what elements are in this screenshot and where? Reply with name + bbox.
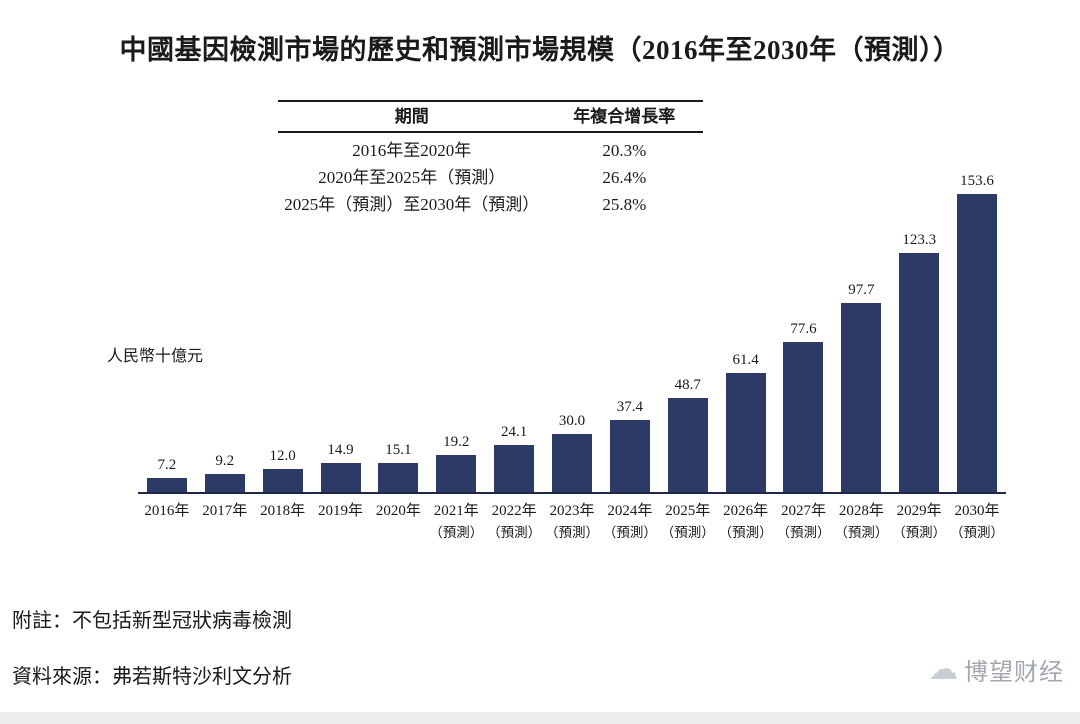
cagr-table-header-row: 期間 年複合增長率 <box>278 100 703 133</box>
x-axis-label: 2028年 （預測） <box>834 503 889 541</box>
x-axis-label: 2018年 <box>260 503 306 519</box>
bar <box>725 373 766 492</box>
bar-group: 7.2 <box>146 457 187 492</box>
bar-group: 12.0 <box>262 447 303 492</box>
source-attribution: 資料來源：弗若斯特沙利文分析 <box>12 666 292 688</box>
bar-group: 19.2 <box>436 433 477 492</box>
bar-group: 14.9 <box>320 442 361 492</box>
bar-group: 153.6 <box>957 173 998 492</box>
bar-value-label: 15.1 <box>385 441 412 458</box>
bar-value-label: 97.7 <box>848 281 875 298</box>
footnote: 附註：不包括新型冠狀病毒檢測 <box>12 610 292 632</box>
bar <box>494 445 535 492</box>
bar-value-label: 14.9 <box>327 442 354 459</box>
bar-group: 123.3 <box>899 232 940 492</box>
x-axis-labels-row: 2016年 2017年 2018年 2019年 2020年 2021年 （預測） 2022年（… <box>138 500 1006 544</box>
y-axis-label: 人民幣十億元 <box>107 348 204 365</box>
bar-group: 37.4 <box>609 398 650 492</box>
cagr-table: 期間 年複合增長率 2016年至2020年 20.3% 2020年至2025年（… <box>278 100 703 218</box>
period-cell: 2016年至2020年 <box>352 141 472 160</box>
footer-strip <box>0 712 1080 724</box>
cagr-table-body: 2016年至2020年 20.3% 2020年至2025年（預測） 26.4% … <box>278 133 703 218</box>
x-axis-label: 2021年 （預測） <box>429 503 484 541</box>
watermark-text: 博望财经 <box>964 659 1064 686</box>
bar-value-label: 7.2 <box>157 457 177 474</box>
bar-value-label: 30.0 <box>558 412 586 429</box>
bar <box>204 474 245 492</box>
bar-value-label: 153.6 <box>960 173 994 190</box>
bar <box>783 341 824 492</box>
bar-value-label: 19.2 <box>443 433 470 450</box>
x-axis-label: 2026年 （預測） <box>718 503 773 541</box>
bar <box>320 463 361 492</box>
x-axis-label: 2030年 （預測） <box>950 503 1005 541</box>
period-cell: 2025年（預測）至2030年（預測） <box>284 195 540 214</box>
bar-value-label: 37.4 <box>616 398 643 415</box>
period-column-header: 期間 <box>394 107 429 126</box>
bar <box>841 302 882 492</box>
bar-value-label: 77.6 <box>790 320 817 337</box>
x-axis-label: 2023年 （預測） <box>544 503 599 541</box>
bar <box>146 478 187 492</box>
bar <box>436 454 477 492</box>
bar <box>957 194 998 492</box>
x-axis-label: 2017年 <box>202 503 248 519</box>
cagr-cell: 20.3% <box>602 141 647 160</box>
bar-value-label: 48.7 <box>674 376 701 393</box>
bar <box>378 462 419 492</box>
bar <box>667 397 708 492</box>
cagr-table-row: 2016年至2020年 20.3% <box>278 137 703 164</box>
bar-group: 97.7 <box>841 281 882 492</box>
x-axis-label: 2029年 （預測） <box>892 503 947 541</box>
cagr-table-row: 2025年（預測）至2030年（預測） 25.8% <box>278 191 703 218</box>
bowang-logo-icon: ☁ <box>928 652 958 686</box>
x-axis-label: 2016年 <box>144 503 190 519</box>
bar-value-label: 9.2 <box>215 453 235 470</box>
cagr-table-row: 2020年至2025年（預測） 26.4% <box>278 164 703 191</box>
bar-group: 30.0 <box>551 412 592 492</box>
bar-group: 61.4 <box>725 352 766 492</box>
bar-chart-plot-area: 7.2 9.2 12.0 14.9 15.1 19.2 24.1 30.0 37.4 48.7 61… <box>138 152 1006 494</box>
cagr-column-header: 年複合增長率 <box>573 107 676 126</box>
bar <box>262 468 303 492</box>
bar-value-label: 61.4 <box>732 352 759 368</box>
bar <box>609 419 650 492</box>
bar-group: 48.7 <box>667 376 708 492</box>
x-axis-label: 2024年 （預測） <box>602 503 657 541</box>
bar-value-label: 24.1 <box>501 424 528 441</box>
cagr-cell: 25.8% <box>602 195 647 214</box>
chart-title: 中國基因檢測市場的歷史和預測市場規模（2016年至2030年（預測）） <box>119 35 961 65</box>
bar <box>551 433 592 492</box>
bar-value-label: 12.0 <box>269 447 296 464</box>
x-axis-label: 2019年 <box>318 503 364 519</box>
cagr-cell: 26.4% <box>602 168 647 187</box>
bar-group: 9.2 <box>204 453 245 492</box>
period-cell: 2020年至2025年（預測） <box>318 168 506 187</box>
bar-value-label: 123.3 <box>902 232 937 249</box>
bar-group: 15.1 <box>378 441 419 492</box>
x-axis-label: 2020年 <box>375 503 421 519</box>
bar-group: 77.6 <box>783 320 824 492</box>
watermark: ☁ 博望财经 <box>928 652 1064 687</box>
x-axis-label: 2027年 （預測） <box>776 503 831 541</box>
x-axis-label: 2022年 （預測） <box>487 503 542 541</box>
bar-group: 24.1 <box>494 424 535 492</box>
bar <box>899 253 940 492</box>
x-axis-label: 2025年 （預測） <box>660 503 715 541</box>
